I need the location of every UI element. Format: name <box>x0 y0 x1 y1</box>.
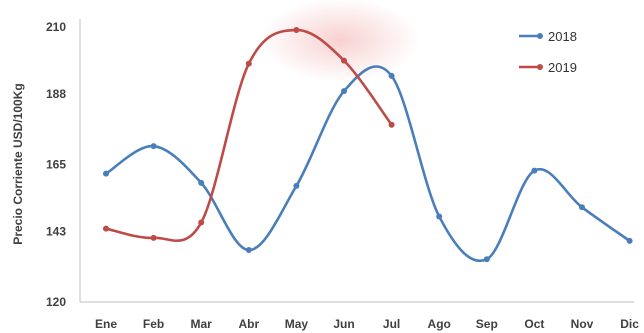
legend-label: 2018 <box>548 29 577 44</box>
data-point-2018 <box>626 237 633 244</box>
legend-swatch-marker <box>537 33 543 39</box>
data-point-2018 <box>388 72 395 79</box>
series-line-2018 <box>104 65 631 263</box>
x-tick-label: Ene <box>95 317 117 331</box>
x-tick-label: Ago <box>428 317 451 331</box>
series-2019 <box>103 27 395 242</box>
x-tick-label: Abr <box>238 317 259 331</box>
data-point-2018 <box>531 167 538 174</box>
x-tick-label: Nov <box>571 317 594 331</box>
y-tick-label: 120 <box>46 295 66 309</box>
x-tick-label: Feb <box>143 317 164 331</box>
data-point-2019 <box>341 57 347 64</box>
y-axis-title: Precio Corriente USD/100Kg <box>11 83 25 244</box>
x-tick-label: Dic <box>620 317 639 331</box>
data-point-2019 <box>293 27 300 34</box>
data-point-2018 <box>150 143 157 150</box>
legend-entry: 2018 <box>519 29 577 44</box>
data-point-2018 <box>293 182 300 189</box>
data-point-2018 <box>483 256 490 263</box>
data-point-2019 <box>103 225 109 232</box>
data-point-2019 <box>198 219 205 226</box>
x-tick-label: Jul <box>383 317 400 331</box>
y-tick-label: 143 <box>46 225 66 239</box>
data-point-2018 <box>436 213 443 220</box>
series-2018 <box>103 65 633 263</box>
data-point-2019 <box>388 121 395 128</box>
data-point-2018 <box>245 247 252 254</box>
y-tick-label: 165 <box>46 158 66 172</box>
x-tick-label: Mar <box>191 317 213 331</box>
x-tick-label: Jun <box>333 317 354 331</box>
data-point-2019 <box>150 234 157 241</box>
x-tick-label: May <box>285 317 309 331</box>
data-point-2018 <box>103 170 109 177</box>
x-tick-label: Sep <box>476 317 498 331</box>
data-point-2018 <box>341 88 347 95</box>
data-point-2018 <box>579 204 585 211</box>
y-tick-label: 210 <box>46 20 66 34</box>
legend-label: 2019 <box>548 60 577 75</box>
data-point-2018 <box>198 179 205 186</box>
x-tick-label: Oct <box>524 317 544 331</box>
legend-swatch-marker <box>537 64 543 70</box>
y-tick-label: 188 <box>46 87 66 101</box>
data-point-2019 <box>245 60 252 67</box>
legend-entry: 2019 <box>519 60 577 75</box>
background-decoration <box>260 0 420 82</box>
